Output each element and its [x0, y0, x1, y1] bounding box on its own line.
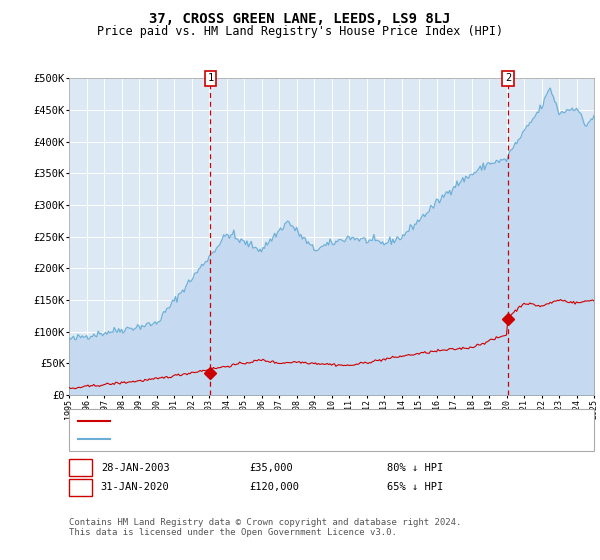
Text: 2: 2: [505, 73, 511, 83]
Text: 2: 2: [77, 482, 83, 492]
Text: 37, CROSS GREEN LANE, LEEDS, LS9 8LJ: 37, CROSS GREEN LANE, LEEDS, LS9 8LJ: [149, 12, 451, 26]
Text: HPI: Average price, detached house, Leeds: HPI: Average price, detached house, Leed…: [116, 434, 356, 444]
Text: £120,000: £120,000: [249, 482, 299, 492]
Text: 28-JAN-2003: 28-JAN-2003: [101, 463, 170, 473]
Text: 37, CROSS GREEN LANE, LEEDS, LS9 8LJ (detached house): 37, CROSS GREEN LANE, LEEDS, LS9 8LJ (de…: [116, 416, 427, 426]
Text: 1: 1: [207, 73, 214, 83]
Text: Price paid vs. HM Land Registry's House Price Index (HPI): Price paid vs. HM Land Registry's House …: [97, 25, 503, 38]
Text: 65% ↓ HPI: 65% ↓ HPI: [387, 482, 443, 492]
Text: £35,000: £35,000: [249, 463, 293, 473]
Text: 31-JAN-2020: 31-JAN-2020: [101, 482, 170, 492]
Text: 80% ↓ HPI: 80% ↓ HPI: [387, 463, 443, 473]
Text: Contains HM Land Registry data © Crown copyright and database right 2024.
This d: Contains HM Land Registry data © Crown c…: [69, 518, 461, 538]
Text: 1: 1: [77, 463, 83, 473]
